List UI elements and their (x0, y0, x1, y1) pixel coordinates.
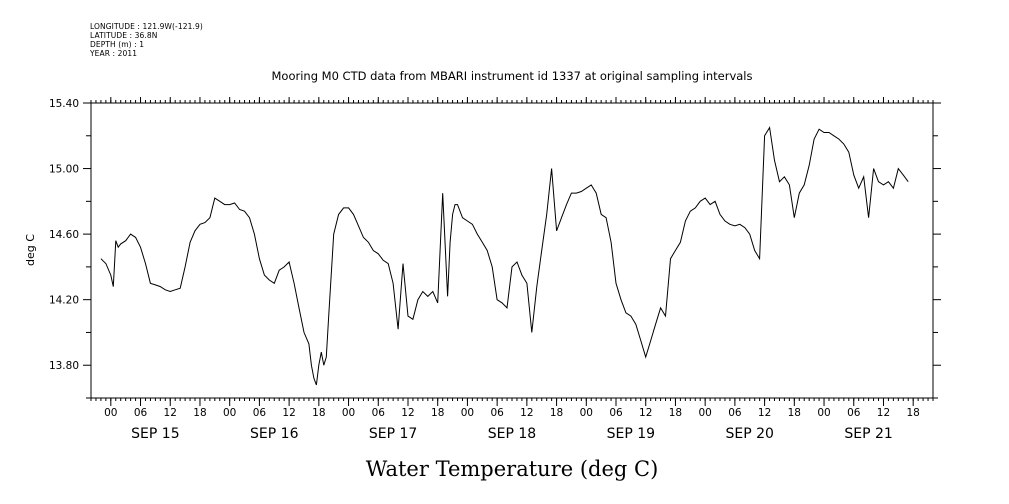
year-text: YEAR : 2011 (90, 49, 138, 58)
hour-tick-label: 06 (372, 407, 386, 419)
hour-tick-label: 12 (401, 407, 414, 419)
hour-tick-label: 18 (669, 407, 682, 419)
hour-tick-label: 00 (817, 407, 830, 419)
longitude-text: LONGITUDE : 121.9W(-121.9) (90, 22, 203, 31)
hour-tick-label: 00 (342, 407, 355, 419)
hour-tick-label: 18 (431, 407, 444, 419)
y-axis: 13.80 14.20 14.60 15.00 15.40 (49, 98, 941, 399)
day-label: SEP 17 (369, 426, 417, 442)
hour-tick-label: 06 (253, 407, 267, 419)
hour-tick-label: 06 (728, 407, 742, 419)
day-label: SEP 18 (488, 426, 536, 442)
y-tick-label: 15.00 (49, 164, 79, 176)
hour-tick-label: 00 (580, 407, 593, 419)
hour-tick-label: 06 (847, 407, 861, 419)
hour-tick-label: 18 (907, 407, 920, 419)
hour-tick-label: 00 (223, 407, 236, 419)
y-tick-label: 14.20 (49, 295, 79, 307)
plot-frame (90, 102, 934, 399)
hour-tick-label: 00 (461, 407, 474, 419)
hour-tick-label: 06 (609, 407, 623, 419)
y-tick-label: 15.40 (49, 98, 79, 110)
hour-tick-label: 12 (164, 407, 177, 419)
hour-tick-label: 00 (698, 407, 711, 419)
hour-tick-label: 12 (520, 407, 533, 419)
day-label: SEP 19 (607, 426, 655, 442)
y-tick-label: 14.60 (49, 229, 79, 241)
metadata-block: LONGITUDE : 121.9W(-121.9) LATITUDE : 36… (90, 22, 203, 58)
hour-tick-label: 18 (312, 407, 325, 419)
x-axis: 00 06 12 18 SEP 15 00 06 12 18 SEP 16 00 06 12 18 SEP … (104, 97, 920, 442)
hour-tick-label: 06 (134, 407, 148, 419)
hour-tick-label: 12 (758, 407, 771, 419)
depth-text: DEPTH (m) : 1 (90, 40, 145, 49)
day-label: SEP 21 (844, 426, 892, 442)
y-tick-label: 13.80 (49, 360, 79, 372)
series-line-water-temperature (100, 126, 909, 386)
day-label: SEP 20 (726, 426, 774, 442)
hour-tick-label: 00 (104, 407, 117, 419)
hour-tick-label: 18 (193, 407, 206, 419)
hour-tick-label: 12 (282, 407, 295, 419)
hour-tick-label: 18 (550, 407, 563, 419)
minor-ticks (90, 100, 934, 401)
day-label: SEP 16 (250, 426, 299, 442)
y-axis-label: deg C (24, 234, 37, 266)
hour-tick-label: 12 (639, 407, 652, 419)
hour-tick-label: 06 (490, 407, 504, 419)
latitude-text: LATITUDE : 36.8N (90, 31, 158, 40)
x-axis-label: Water Temperature (deg C) (366, 457, 659, 481)
day-label: SEP 15 (131, 426, 179, 442)
hour-tick-label: 18 (788, 407, 801, 419)
hour-tick-label: 12 (877, 407, 890, 419)
chart-title: Mooring M0 CTD data from MBARI instrumen… (272, 69, 753, 83)
